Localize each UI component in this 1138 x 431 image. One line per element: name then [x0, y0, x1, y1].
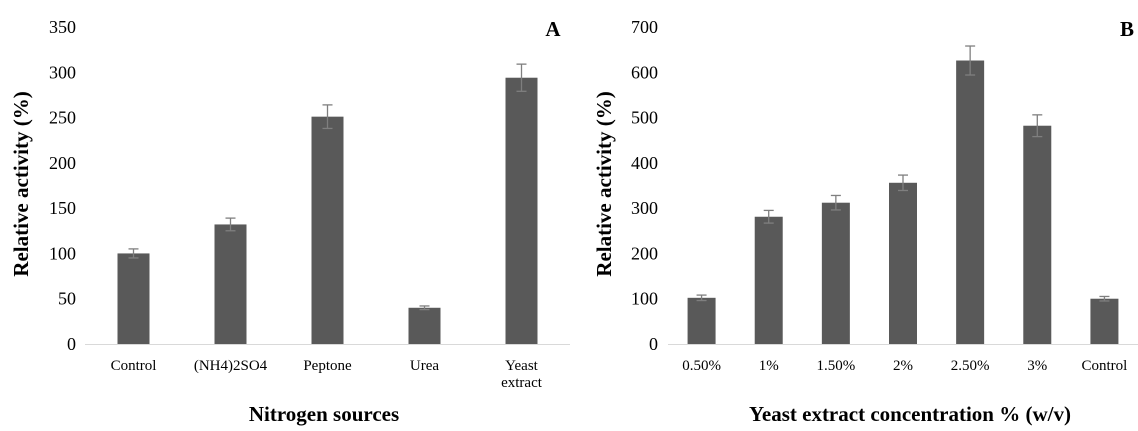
- panel-a-error-bar: [225, 217, 236, 232]
- panel-b-bar: [821, 202, 850, 344]
- panel-b-y-tick-label: 700: [631, 17, 658, 37]
- panel-b-x-tick-label: 2%: [893, 358, 913, 374]
- panel-a-bar: [214, 224, 247, 344]
- panel-a-y-tick-label: 300: [49, 62, 76, 82]
- panel-b-error-bar: [830, 194, 841, 211]
- panel-b-x-tick-label: 2.50%: [951, 358, 990, 374]
- panel-b-y-tick-label: 500: [631, 108, 658, 128]
- panel-b-y-tick-label: 300: [631, 198, 658, 218]
- panel-b-y-tick-label: 600: [631, 62, 658, 82]
- panel-a-x-tick-label: Urea: [410, 358, 439, 374]
- panel-a-error-bar: [419, 305, 430, 311]
- panel-a-y-tick-label: 350: [49, 17, 76, 37]
- panel-a-bar: [505, 77, 538, 344]
- panel-b-x-tick-label: Control: [1082, 358, 1128, 374]
- panel-b-bar: [687, 297, 716, 344]
- panel-b-bar: [1090, 298, 1119, 344]
- panel-b-y-tick-label: 400: [631, 153, 658, 173]
- panel-a: A Relative activity (%) Nitrogen sources…: [9, 17, 570, 426]
- panel-a-y-tick-label: 50: [58, 289, 76, 309]
- panel-b-bar: [956, 60, 985, 345]
- panel-b-bar: [889, 182, 917, 344]
- panel-b-x-tick-label: 3%: [1027, 358, 1047, 374]
- panel-b-error-bar: [763, 209, 774, 224]
- panel-b-bar: [1023, 125, 1052, 344]
- panel-b-y-tick-label: 0: [649, 334, 658, 354]
- panel-b-x-tick-label: 0.50%: [682, 358, 721, 374]
- panel-b-y-tick-label: 100: [631, 289, 658, 309]
- panel-a-x-tick-label: (NH4)2SO4: [194, 358, 268, 374]
- panel-a-x-tick-label: Yeast extract: [501, 358, 543, 391]
- panel-a-x-tick-label: Control: [111, 358, 157, 374]
- panel-b-y-tick-label: 200: [631, 243, 658, 263]
- panel-b-error-bar: [965, 45, 976, 76]
- panel-b-error-bar: [1032, 114, 1043, 138]
- panel-a-y-tick-label: 250: [49, 108, 76, 128]
- panel-b-x-tick-label: 1.50%: [816, 358, 855, 374]
- panel-a-label: A: [545, 17, 561, 41]
- panel-b-label: B: [1120, 17, 1134, 41]
- panel-a-error-bar: [128, 248, 139, 259]
- panel-b-x-tick-label: 1%: [759, 358, 779, 374]
- panel-b-y-axis-title: Relative activity (%): [592, 91, 616, 276]
- panel-a-y-tick-label: 100: [49, 243, 76, 263]
- panel-a-bar: [408, 307, 441, 344]
- panel-b-error-bar: [898, 174, 908, 192]
- panel-a-y-tick-label: 150: [49, 198, 76, 218]
- panel-a-y-tick-label: 0: [67, 334, 76, 354]
- panel-a-y-tick-label: 200: [49, 153, 76, 173]
- panel-a-x-tick-label: Peptone: [303, 358, 352, 374]
- panel-b: B Relative activity (%) Yeast extract co…: [592, 17, 1138, 426]
- panel-a-x-axis-title: Nitrogen sources: [249, 402, 399, 426]
- panel-a-error-bar: [516, 63, 527, 92]
- panel-b-error-bar: [1099, 295, 1110, 302]
- panel-b-x-axis-title: Yeast extract concentration % (w/v): [749, 402, 1071, 426]
- panel-a-y-axis-title: Relative activity (%): [9, 91, 33, 276]
- panel-b-error-bar: [696, 294, 707, 302]
- panel-b-bar: [754, 216, 783, 344]
- panel-a-error-bar: [322, 104, 333, 130]
- panel-a-bar: [117, 253, 150, 344]
- panel-a-bar: [311, 116, 344, 344]
